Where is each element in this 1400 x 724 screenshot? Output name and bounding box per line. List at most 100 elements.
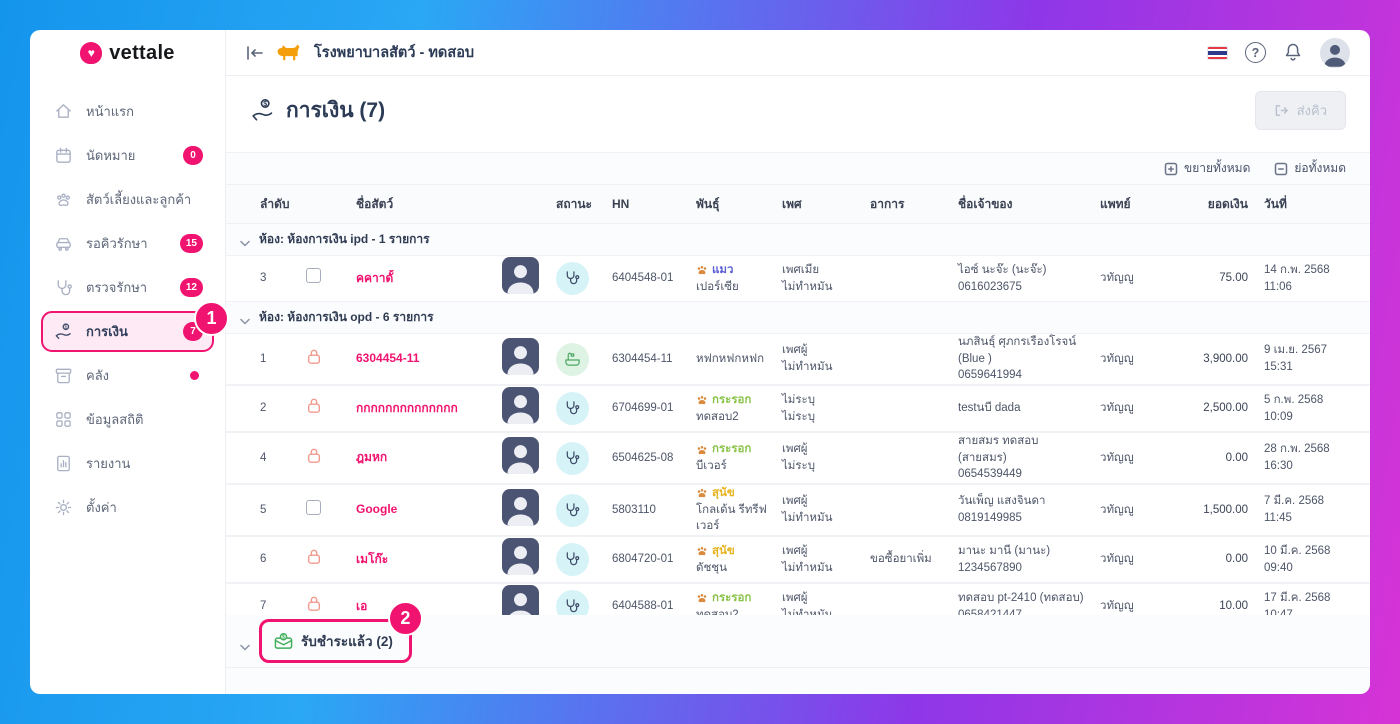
sidebar-item-label: การเงิน: [86, 324, 128, 339]
col-header-status: สถานะ: [556, 196, 592, 211]
breed-cell: สุนัข ดัชชุน: [686, 543, 772, 576]
squirrel-icon: [696, 444, 708, 456]
row-number: 2: [260, 402, 267, 415]
pet-name-link[interactable]: เมโก๊ะ: [356, 551, 389, 566]
neuter-value: ไม่ทำหมัน: [782, 280, 833, 293]
group-header[interactable]: ห้อง: ห้องการเงิน ipd - 1 รายการ: [226, 224, 1370, 255]
page-title-text: การเงิน (7): [286, 98, 386, 122]
col-header-doctor: แพทย์: [1100, 196, 1131, 211]
finance-table-row[interactable]: 4 ฎมหก 6504625-08 กระรอก บีเวอร์: [226, 432, 1370, 485]
collapse-all-link[interactable]: ย่อทั้งหมด: [1274, 159, 1346, 178]
group-header[interactable]: ห้อง: ห้องการเงิน opd - 6 รายการ: [226, 302, 1370, 333]
finance-table-row[interactable]: 5 Google 5803110 สุนัข โกลเด้น รีทรีฟเวอ: [226, 484, 1370, 537]
owner-name: สายสมร ทดสอบ (สายสมร): [958, 435, 1039, 464]
pet-name-link[interactable]: กกกกกกกกกกกกกก: [356, 400, 458, 415]
pet-name-link[interactable]: ฎมหก: [356, 450, 388, 465]
owner-cell: ไอซ์ นะจ๊ะ (นะจ๊ะ) 0616023675: [948, 262, 1090, 295]
cat-icon: [696, 264, 708, 276]
doctor-name: วทัญญู: [1100, 553, 1134, 566]
stethoscope-status-icon: [556, 441, 589, 475]
archive-icon: [54, 366, 73, 385]
sidebar-item-home[interactable]: หน้าแรก: [42, 92, 213, 131]
pet-name-link[interactable]: คคาาดั้: [356, 270, 394, 285]
row-checkbox[interactable]: [306, 268, 321, 284]
paid-section-toggle[interactable]: $ รับชำระแล้ว (2) 2: [259, 601, 423, 663]
vettale-heart-icon: ♥: [80, 42, 103, 64]
date-cell: 14 ก.พ. 2568 11:06: [1254, 262, 1340, 295]
expand-all-icon: [1164, 162, 1178, 176]
amount-value: 75.00: [1219, 272, 1248, 285]
pet-name-link[interactable]: Google: [356, 502, 398, 517]
sidebar-item-stethoscope[interactable]: ตรวจรักษา 12: [42, 268, 213, 307]
hn-value: 6704699-01: [612, 402, 674, 415]
date-cell: 28 ก.พ. 2568 16:30: [1254, 441, 1340, 474]
date-value: 14 ก.พ. 2568: [1264, 263, 1330, 276]
species-link[interactable]: กระรอก: [696, 392, 772, 409]
logo: ♥ vettale: [30, 30, 225, 76]
species-link[interactable]: แมว: [696, 262, 772, 279]
sidebar-item-label: ตรวจรักษา: [86, 280, 148, 295]
status-cell: [546, 543, 602, 577]
col-header-symptom: อาการ: [870, 196, 905, 211]
send-queue-label: ส่งคิว: [1296, 102, 1327, 118]
finance-table-row[interactable]: 1 6304454-11 6304454-11 หฟกหฟกหฟก: [226, 333, 1370, 386]
species-name: สุนัข: [712, 544, 735, 557]
sidebar-item-report[interactable]: รายงาน: [42, 444, 213, 483]
clinic-name: โรงพยาบาลสัตว์ - ทดสอบ: [314, 45, 475, 61]
amount-value: 1,500.00: [1203, 503, 1248, 516]
pet-avatar: [502, 257, 539, 295]
pet-avatar: [502, 585, 539, 615]
owner-name: ไอซ์ นะจ๊ะ (นะจ๊ะ): [958, 263, 1047, 276]
pet-name-link[interactable]: 6304454-11: [356, 351, 420, 366]
stethoscope-icon: [54, 278, 73, 297]
date-value: 7 มี.ค. 2568: [1264, 495, 1325, 508]
report-icon: [54, 454, 73, 473]
owner-cell: นภสินธุ์ ศุภกรเรืองโรจน์ (Blue ) 0659641…: [948, 334, 1090, 384]
sex-cell: เพศผู้ ไม่ทำหมัน: [772, 590, 860, 615]
chevron-down-icon[interactable]: [240, 638, 250, 650]
date-value: 10 มี.ค. 2568: [1264, 544, 1331, 557]
pet-avatar: [502, 387, 539, 425]
pet-avatar-cell: [492, 585, 546, 615]
count-badge: 0: [183, 146, 203, 165]
send-queue-button[interactable]: ส่งคิว: [1254, 90, 1346, 130]
species-name: กระรอก: [712, 393, 752, 406]
user-avatar[interactable]: [1320, 37, 1350, 68]
species-link[interactable]: กระรอก: [696, 590, 772, 607]
sidebar-item-gear[interactable]: ตั้งค่า: [42, 488, 213, 527]
thai-flag-language-icon[interactable]: [1207, 45, 1228, 60]
owner-phone: 0654539449: [958, 468, 1022, 481]
species-link[interactable]: สุนัข: [696, 485, 772, 502]
time-value: 11:06: [1264, 280, 1292, 293]
dog-icon: [276, 42, 302, 63]
gear-icon: [54, 498, 73, 517]
neuter-value: ไม่ทำหมัน: [782, 608, 833, 615]
row-checkbox[interactable]: [306, 499, 321, 515]
help-icon[interactable]: ?: [1245, 42, 1266, 63]
sidebar-item-paw[interactable]: สัตว์เลี้ยงและลูกค้า: [42, 180, 213, 219]
sidebar-item-label: สัตว์เลี้ยงและลูกค้า: [86, 192, 192, 207]
collapse-sidebar-icon[interactable]: [246, 45, 264, 61]
stethoscope-status-icon: [556, 543, 589, 577]
notifications-bell-icon[interactable]: [1283, 42, 1303, 63]
species-link[interactable]: กระรอก: [696, 441, 772, 458]
group-title: ห้อง: ห้องการเงิน ipd - 1 รายการ: [259, 232, 430, 246]
neuter-value: ไม่ระบุ: [782, 410, 816, 423]
finance-table-row[interactable]: 6 เมโก๊ะ 6804720-01 สุนัข ดัชชุน: [226, 536, 1370, 584]
chevron-down-icon[interactable]: [240, 236, 250, 247]
col-header-sex: เพศ: [782, 196, 802, 211]
sidebar-nav: หน้าแรก นัดหมาย 0 สัตว์เลี้ยงและลูกค้า ร…: [30, 76, 229, 543]
finance-table-row[interactable]: 7 เอ 6404588-01 กระรอก ทดสอบ2: [226, 583, 1370, 615]
chevron-down-icon[interactable]: [240, 314, 250, 325]
sidebar-item-stats[interactable]: ข้อมูลสถิติ: [42, 400, 213, 439]
car-icon: [54, 234, 73, 253]
sidebar-item-archive[interactable]: คลัง: [42, 356, 213, 395]
finance-table-row[interactable]: 3 คคาาดั้ 6404548-01 แมว เปอร์เซีย: [226, 255, 1370, 302]
finance-table-row[interactable]: 2 กกกกกกกกกกกกกก 6704699-01 กระรอก ทดสอบ: [226, 385, 1370, 433]
amount-value: 0.00: [1225, 451, 1248, 464]
sidebar-item-calendar[interactable]: นัดหมาย 0: [42, 136, 213, 175]
sidebar-item-car[interactable]: รอคิวรักษา 15: [42, 224, 213, 263]
expand-all-link[interactable]: ขยายทั้งหมด: [1164, 159, 1250, 178]
species-link[interactable]: สุนัข: [696, 543, 772, 560]
